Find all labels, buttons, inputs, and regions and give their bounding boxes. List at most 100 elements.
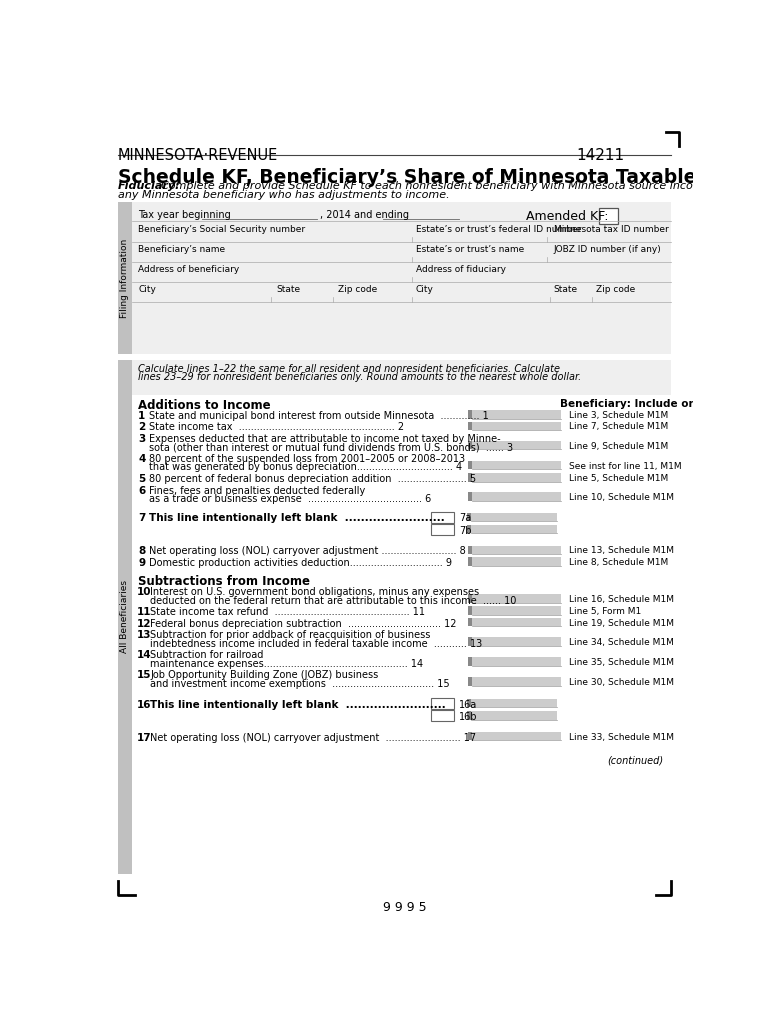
Bar [472, 606, 561, 614]
Text: deducted on the federal return that are attributable to this income  ...... 10: deducted on the federal return that are … [150, 596, 517, 605]
Text: 5: 5 [138, 474, 146, 484]
Text: as a trade or business expense  ...................................... 6: as a trade or business expense .........… [149, 494, 431, 504]
Text: , 2014 and ending: , 2014 and ending [320, 210, 409, 220]
Text: 16b: 16b [459, 712, 477, 722]
Text: Domestic production activities deduction............................... 9: Domestic production activities deduction… [149, 558, 452, 568]
Text: 11: 11 [136, 607, 151, 617]
Bar [467, 525, 471, 534]
Text: 1: 1 [138, 411, 146, 421]
Bar [472, 618, 561, 627]
Text: This line intentionally left blank  .........................: This line intentionally left blank .....… [150, 699, 447, 710]
Text: lines 23–29 for nonresident beneficiaries only. Round amounts to the nearest who: lines 23–29 for nonresident beneficiarie… [138, 373, 581, 382]
Bar [468, 410, 472, 419]
Text: indebtedness income included in federal taxable income  ........... 13: indebtedness income included in federal … [150, 639, 483, 649]
Text: Line 9, Schedule M1M: Line 9, Schedule M1M [569, 441, 668, 451]
Text: 7: 7 [138, 513, 146, 523]
Bar [472, 657, 561, 666]
Bar [132, 360, 671, 394]
Bar [599, 208, 618, 224]
Text: Estate’s or trust’s name: Estate’s or trust’s name [416, 246, 524, 254]
Text: Beneficiary’s name: Beneficiary’s name [138, 246, 225, 254]
Bar [471, 698, 557, 708]
Text: Calculate lines 1–22 the same for all resident and nonresident beneficiaries. Ca: Calculate lines 1–22 the same for all re… [138, 364, 560, 374]
Text: Tax year beginning: Tax year beginning [138, 210, 231, 220]
Bar [468, 473, 472, 481]
Bar [467, 512, 471, 521]
Text: Line 33, Schedule M1M: Line 33, Schedule M1M [569, 733, 674, 741]
Text: City: City [138, 286, 156, 294]
Bar [467, 698, 471, 708]
Bar [431, 711, 454, 721]
Text: Line 35, Schedule M1M: Line 35, Schedule M1M [569, 658, 674, 667]
Text: 16a: 16a [459, 699, 477, 710]
Bar [468, 637, 472, 646]
Bar [468, 594, 472, 602]
Text: 15: 15 [136, 671, 151, 680]
Bar [468, 557, 472, 565]
Bar [431, 512, 454, 522]
Bar [468, 441, 472, 450]
Bar [472, 410, 561, 419]
Text: Line 16, Schedule M1M: Line 16, Schedule M1M [569, 595, 674, 604]
Text: Expenses deducted that are attributable to income not taxed by Minne-: Expenses deducted that are attributable … [149, 434, 500, 444]
Text: Minnesota tax ID number: Minnesota tax ID number [554, 225, 668, 234]
Text: 80 percent of federal bonus depreciation addition  ....................... 5: 80 percent of federal bonus depreciation… [149, 474, 476, 484]
Text: Schedule KF, Beneficiary’s Share of Minnesota Taxable Income 2014: Schedule KF, Beneficiary’s Share of Minn… [118, 168, 770, 186]
Text: Subtraction for railroad: Subtraction for railroad [150, 650, 264, 660]
Text: Federal bonus depreciation subtraction  ............................... 12: Federal bonus depreciation subtraction .… [150, 618, 457, 629]
Bar [132, 202, 671, 354]
Text: Line 13, Schedule M1M: Line 13, Schedule M1M [569, 547, 674, 555]
Text: Fiduciary:: Fiduciary: [118, 181, 181, 191]
Text: 14: 14 [136, 650, 151, 660]
Text: 8: 8 [138, 547, 146, 556]
Bar [472, 637, 561, 646]
Text: 16: 16 [136, 699, 151, 710]
Text: 14211: 14211 [577, 147, 625, 163]
Text: State: State [276, 286, 300, 294]
Text: Line 5, Schedule M1M: Line 5, Schedule M1M [569, 474, 668, 483]
Text: Line 3, Schedule M1M: Line 3, Schedule M1M [569, 411, 668, 420]
Text: 6: 6 [138, 485, 146, 496]
Bar [472, 546, 561, 554]
Bar [468, 606, 472, 614]
Text: Beneficiary’s Social Security number: Beneficiary’s Social Security number [138, 225, 305, 234]
Text: State income tax  .................................................... 2: State income tax .......................… [149, 423, 404, 432]
Text: 17: 17 [136, 733, 151, 742]
Bar [468, 422, 472, 430]
Bar [472, 441, 561, 450]
Text: City: City [416, 286, 434, 294]
Text: Filing Information: Filing Information [120, 239, 129, 317]
Text: sota (other than interest or mutual fund dividends from U.S. bonds)  ...... 3: sota (other than interest or mutual fund… [149, 442, 513, 453]
Text: Subtraction for prior addback of reacquisition of business: Subtraction for prior addback of reacqui… [150, 631, 431, 640]
Bar [472, 557, 561, 565]
Bar [472, 732, 561, 740]
Text: 9: 9 [138, 558, 146, 568]
Bar [468, 677, 472, 686]
Text: Interest on U.S. government bond obligations, minus any expenses: Interest on U.S. government bond obligat… [150, 587, 480, 597]
Text: 7b: 7b [459, 525, 471, 536]
Text: 7a: 7a [459, 513, 471, 523]
Text: Complete and provide Schedule KF to each nonresident beneficiary with Minnesota : Complete and provide Schedule KF to each… [162, 181, 735, 191]
Bar [118, 202, 132, 354]
Text: that was generated by bonus depreciation................................ 4: that was generated by bonus depreciation… [149, 463, 462, 472]
Text: 9 9 9 5: 9 9 9 5 [383, 901, 427, 914]
Text: Address of fiduciary: Address of fiduciary [416, 265, 506, 274]
Text: and investment income exemptions  .................................. 15: and investment income exemptions .......… [150, 679, 450, 689]
Bar [471, 512, 557, 521]
Bar [118, 360, 132, 873]
Bar [472, 594, 561, 602]
Bar [468, 618, 472, 627]
Text: Net operating loss (NOL) carryover adjustment  ......................... 17: Net operating loss (NOL) carryover adjus… [150, 733, 477, 742]
Text: Line 7, Schedule M1M: Line 7, Schedule M1M [569, 423, 668, 431]
Text: All Beneficiaries: All Beneficiaries [120, 581, 129, 653]
Text: JOBZ ID number (if any): JOBZ ID number (if any) [554, 246, 661, 254]
Text: State income tax refund  ............................................. 11: State income tax refund ................… [150, 607, 426, 617]
Text: Line 5, Form M1: Line 5, Form M1 [569, 607, 641, 616]
Text: 10: 10 [136, 587, 151, 597]
Bar [471, 711, 557, 720]
Text: Additions to Income: Additions to Income [138, 398, 271, 412]
Text: State: State [554, 286, 578, 294]
Text: Line 8, Schedule M1M: Line 8, Schedule M1M [569, 558, 668, 567]
Text: any Minnesota beneficiary who has adjustments to income.: any Minnesota beneficiary who has adjust… [118, 189, 450, 200]
Text: Amended KF:: Amended KF: [527, 210, 609, 223]
